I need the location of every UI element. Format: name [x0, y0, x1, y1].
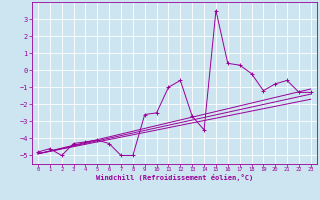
- X-axis label: Windchill (Refroidissement éolien,°C): Windchill (Refroidissement éolien,°C): [96, 174, 253, 181]
